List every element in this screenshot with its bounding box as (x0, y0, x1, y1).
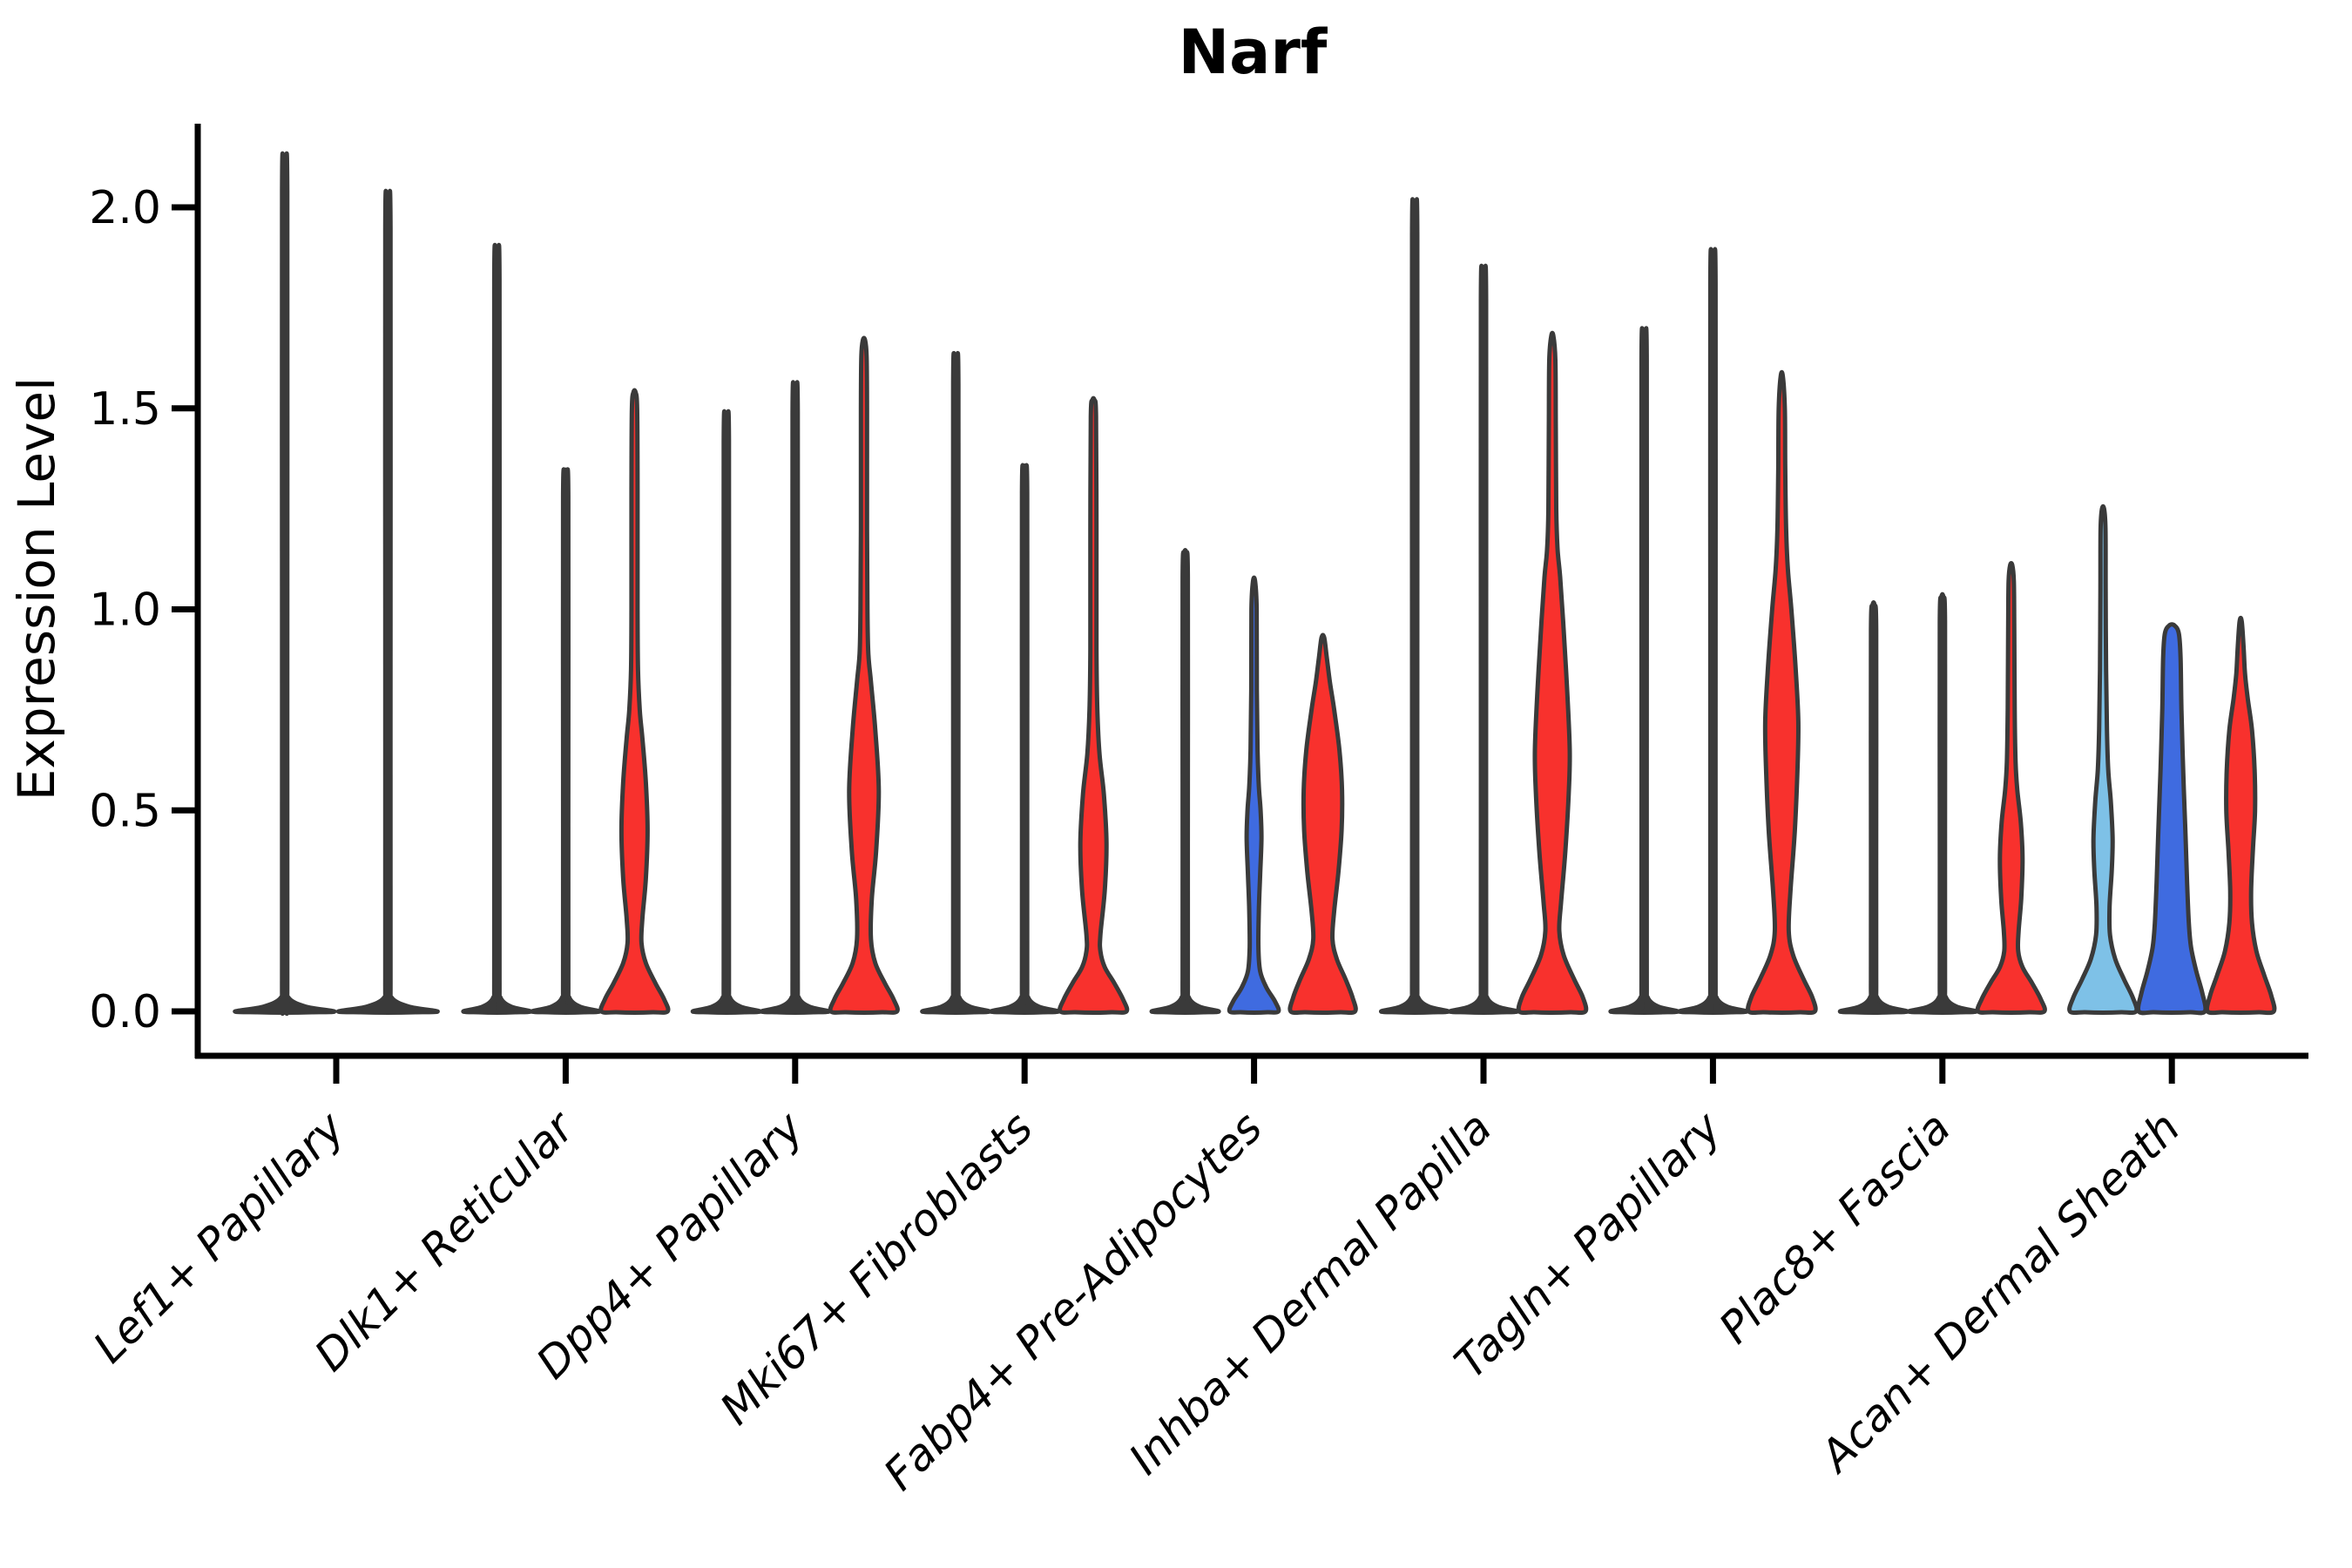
violin-shape (2135, 622, 2208, 1016)
violin-shape (2204, 615, 2277, 1016)
violin-shape (1516, 330, 1589, 1016)
violin-shape (828, 335, 900, 1015)
x-tick-label: Plac8+ Fascia (1709, 1102, 1960, 1353)
violin-shape (598, 388, 671, 1015)
violin-shape (690, 409, 762, 1015)
violin-shape (1975, 560, 2047, 1015)
violin-shape (1608, 326, 1680, 1015)
violin-shape (1677, 247, 1749, 1015)
violin-shape (759, 380, 831, 1015)
y-tick-label: 1.5 (89, 383, 161, 436)
violin-shape (1906, 591, 1978, 1015)
violin-shape (989, 463, 1061, 1015)
y-tick-label: 0.0 (89, 986, 161, 1038)
violin-shape (2067, 504, 2139, 1016)
x-tick-label: Lef1+ Papillary (84, 1101, 355, 1372)
violin-shape (1149, 547, 1221, 1015)
violin-shape (233, 151, 337, 1017)
y-tick-label: 1.0 (89, 585, 161, 637)
violin-shape (461, 242, 533, 1015)
x-tick-label: Inhba+ Dermal Papilla (1119, 1102, 1501, 1484)
violin-shape (1058, 395, 1130, 1015)
y-tick-label: 0.5 (89, 785, 161, 837)
chart-title: Narf (1179, 17, 1328, 88)
violin-shape (335, 188, 440, 1015)
y-tick-label: 2.0 (89, 182, 161, 234)
x-tick-label: Fabp4+ Pre-Adipocytes (875, 1102, 1273, 1500)
violin-shape (1288, 632, 1358, 1016)
violin-shape (530, 467, 602, 1015)
violin-shape (1378, 197, 1451, 1015)
violin-shape (1447, 263, 1520, 1015)
y-axis-label: Expression Level (7, 377, 66, 801)
x-tick-label: Acan+ Dermal Sheath (1809, 1102, 2190, 1483)
violin-shape (920, 350, 992, 1015)
violin-shape (1227, 575, 1281, 1015)
violin-shape (1837, 599, 1909, 1015)
violin-shape (1746, 369, 1818, 1016)
